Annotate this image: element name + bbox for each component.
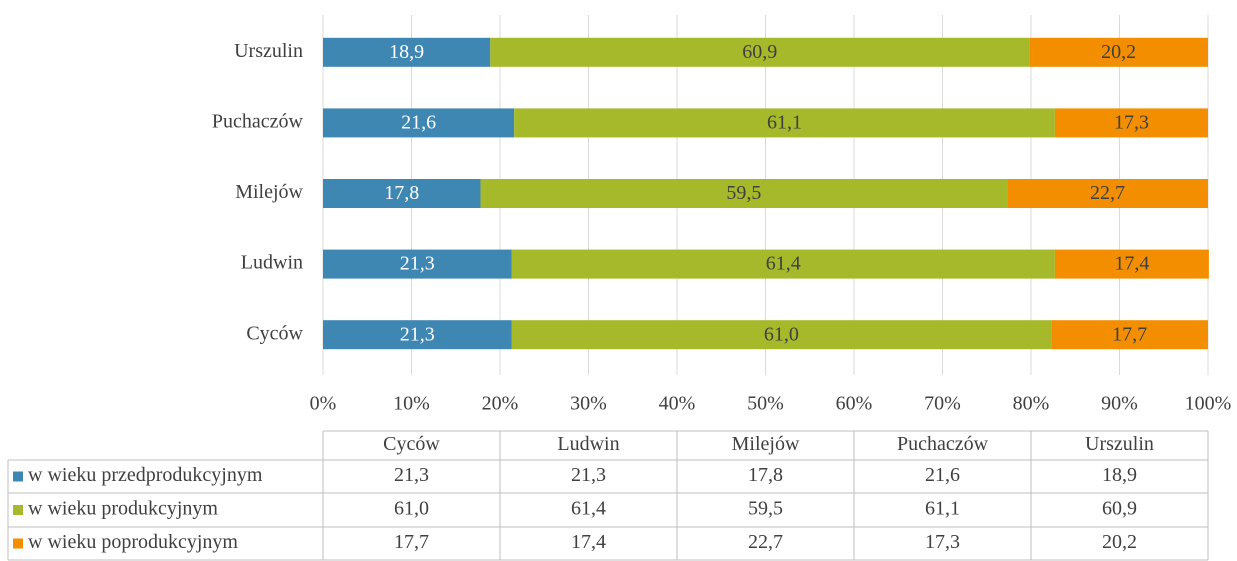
legend-label: w wieku poprodukcyjnym [28, 531, 238, 553]
data-label: 20,2 [1101, 41, 1136, 63]
data-label: 59,5 [726, 182, 761, 204]
data-label: 61,0 [764, 323, 799, 345]
x-tick-label: 40% [659, 393, 696, 415]
table-header: Urszulin [1085, 433, 1154, 455]
bar [323, 249, 512, 279]
data-label: 17,8 [384, 182, 419, 204]
data-label: 18,9 [389, 41, 424, 63]
legend-label: w wieku przedprodukcyjnym [28, 464, 263, 486]
data-label: 17,4 [1114, 253, 1149, 275]
x-tick-label: 80% [1013, 393, 1050, 415]
table-cell: 61,1 [925, 498, 960, 520]
table-cell: 61,4 [571, 498, 606, 520]
x-tick-label: 50% [747, 393, 784, 415]
bar [511, 249, 1055, 279]
bar [323, 108, 515, 138]
table-cell: 60,9 [1102, 498, 1137, 520]
x-tick-label: 30% [570, 393, 607, 415]
table-cell: 21,3 [571, 464, 606, 486]
bar [480, 179, 1008, 208]
bar [1054, 108, 1208, 138]
legend-swatch [13, 471, 23, 482]
data-label: 22,7 [1090, 182, 1125, 204]
legend-label: w wieku produkcyjnym [28, 498, 218, 520]
bar [323, 179, 481, 208]
bar [514, 108, 1055, 138]
bar [323, 320, 512, 350]
table-cell: 18,9 [1102, 464, 1137, 486]
table-cell: 61,0 [394, 498, 429, 520]
y-tick-label: Puchaczów [212, 110, 304, 132]
table-header: Ludwin [557, 433, 619, 455]
bar [1051, 320, 1208, 350]
y-tick-label: Milejów [235, 181, 303, 203]
bar [1054, 249, 1209, 279]
legend-swatch [13, 505, 23, 515]
data-label: 21,3 [400, 253, 435, 275]
table-cell: 17,3 [925, 531, 960, 553]
bar [1029, 37, 1208, 67]
x-tick-label: 70% [924, 393, 961, 415]
table-cell: 17,4 [571, 531, 606, 553]
y-tick-label: Ludwin [241, 252, 303, 274]
bar [511, 320, 1052, 350]
x-tick-label: 10% [393, 393, 430, 415]
data-label: 60,9 [742, 41, 777, 63]
table-header: Milejów [732, 433, 800, 455]
bar [323, 37, 491, 67]
legend-swatch [13, 538, 23, 549]
data-label: 17,7 [1112, 323, 1147, 345]
table-header: Puchaczów [897, 433, 989, 455]
x-tick-label: 0% [310, 393, 337, 415]
table-cell: 17,7 [394, 531, 429, 553]
data-label: 61,4 [766, 253, 801, 275]
bar [490, 37, 1030, 67]
table-header: Cyców [383, 433, 440, 455]
table-cell: 21,6 [925, 464, 960, 486]
table-cell: 22,7 [748, 531, 783, 553]
table-cell: 20,2 [1102, 531, 1137, 553]
table-cell: 21,3 [394, 464, 429, 486]
data-label: 61,1 [767, 111, 802, 133]
x-tick-label: 100% [1185, 393, 1232, 415]
data-label: 21,3 [400, 323, 435, 345]
x-tick-label: 60% [836, 393, 873, 415]
y-tick-label: Urszulin [234, 40, 303, 62]
bar [1007, 179, 1208, 208]
table-cell: 59,5 [748, 498, 783, 520]
x-tick-label: 20% [482, 393, 519, 415]
data-label: 17,3 [1114, 111, 1149, 133]
x-tick-label: 90% [1101, 393, 1138, 415]
y-tick-label: Cyców [246, 322, 303, 344]
data-label: 21,6 [401, 111, 436, 133]
table-cell: 17,8 [748, 464, 783, 486]
